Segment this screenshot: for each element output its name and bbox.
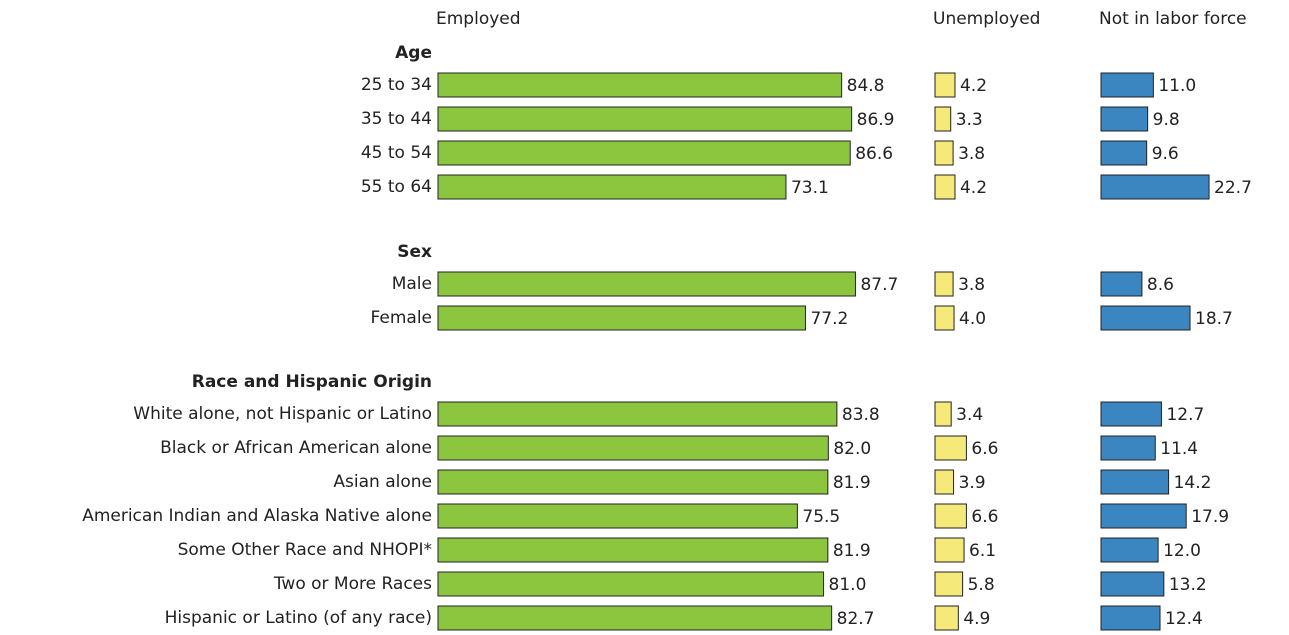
category-label: Female (371, 308, 432, 328)
value-label: 12.0 (1163, 541, 1201, 561)
category-label: 35 to 44 (361, 109, 432, 129)
value-label: 4.9 (963, 609, 990, 629)
bar (934, 605, 959, 631)
series-header: Employed (436, 9, 521, 29)
bar (934, 503, 967, 529)
category-label: Hispanic or Latino (of any race) (165, 608, 432, 628)
value-label: 6.6 (971, 507, 998, 527)
category-label: Some Other Race and NHOPI* (178, 540, 432, 560)
bar (934, 174, 956, 200)
category-label: 55 to 64 (361, 177, 432, 197)
value-label: 14.2 (1174, 473, 1212, 493)
category-label: Two or More Races (273, 574, 432, 594)
bar (934, 435, 967, 461)
bar (437, 571, 825, 597)
bar (1100, 140, 1148, 166)
bar (934, 106, 952, 132)
value-label: 3.8 (958, 144, 985, 164)
value-label: 6.6 (971, 439, 998, 459)
bar (1100, 605, 1161, 631)
bar (1100, 503, 1187, 529)
value-label: 18.7 (1195, 309, 1233, 329)
value-label: 11.0 (1158, 76, 1196, 96)
value-label: 9.8 (1153, 110, 1180, 130)
bar (1100, 305, 1191, 331)
category-label: American Indian and Alaska Native alone (82, 506, 432, 526)
value-label: 82.0 (833, 439, 871, 459)
bar (1100, 537, 1159, 563)
bar (934, 271, 954, 297)
group-header: Sex (397, 242, 432, 262)
bar (1100, 271, 1143, 297)
category-label: 25 to 34 (361, 75, 432, 95)
bar (437, 605, 833, 631)
value-label: 9.6 (1152, 144, 1179, 164)
bar (1100, 72, 1154, 98)
series-header: Not in labor force (1099, 9, 1247, 29)
group-header: Race and Hispanic Origin (192, 372, 432, 392)
bar (934, 571, 964, 597)
value-label: 82.7 (837, 609, 875, 629)
value-label: 87.7 (860, 275, 898, 295)
value-label: 22.7 (1214, 178, 1252, 198)
bar (934, 469, 955, 495)
value-label: 8.6 (1147, 275, 1174, 295)
value-label: 81.9 (833, 541, 871, 561)
bar (1100, 571, 1165, 597)
value-label: 84.8 (847, 76, 885, 96)
bar (1100, 401, 1162, 427)
value-label: 6.1 (969, 541, 996, 561)
value-label: 3.4 (956, 405, 983, 425)
value-label: 81.9 (833, 473, 871, 493)
bar (934, 305, 955, 331)
bar (437, 271, 856, 297)
value-label: 4.2 (960, 178, 987, 198)
category-label: Asian alone (333, 472, 432, 492)
value-label: 73.1 (791, 178, 829, 198)
bar (934, 140, 954, 166)
value-label: 5.8 (968, 575, 995, 595)
value-label: 86.6 (855, 144, 893, 164)
value-label: 3.3 (956, 110, 983, 130)
category-label: Black or African American alone (160, 438, 432, 458)
bar (437, 401, 838, 427)
value-label: 81.0 (829, 575, 867, 595)
bar (437, 503, 798, 529)
bar (437, 140, 851, 166)
value-label: 3.8 (958, 275, 985, 295)
bar (934, 401, 952, 427)
bar (437, 72, 843, 98)
bar (437, 469, 829, 495)
bar (1100, 435, 1156, 461)
value-label: 12.7 (1166, 405, 1204, 425)
value-label: 75.5 (802, 507, 840, 527)
value-label: 77.2 (810, 309, 848, 329)
value-label: 83.8 (842, 405, 880, 425)
category-label: White alone, not Hispanic or Latino (133, 404, 432, 424)
value-label: 86.9 (857, 110, 895, 130)
value-label: 17.9 (1191, 507, 1229, 527)
value-label: 12.4 (1165, 609, 1203, 629)
bar (437, 537, 829, 563)
category-label: 45 to 54 (361, 143, 432, 163)
series-header: Unemployed (933, 9, 1040, 29)
bar (437, 435, 829, 461)
bar (934, 537, 965, 563)
group-header: Age (395, 43, 432, 63)
bar (1100, 106, 1149, 132)
bar (1100, 174, 1210, 200)
bar (437, 174, 787, 200)
value-label: 13.2 (1169, 575, 1207, 595)
bar (1100, 469, 1170, 495)
value-label: 3.9 (959, 473, 986, 493)
value-label: 4.2 (960, 76, 987, 96)
bar (437, 305, 806, 331)
bar (934, 72, 956, 98)
bar (437, 106, 853, 132)
value-label: 11.4 (1160, 439, 1198, 459)
category-label: Male (392, 274, 432, 294)
value-label: 4.0 (959, 309, 986, 329)
